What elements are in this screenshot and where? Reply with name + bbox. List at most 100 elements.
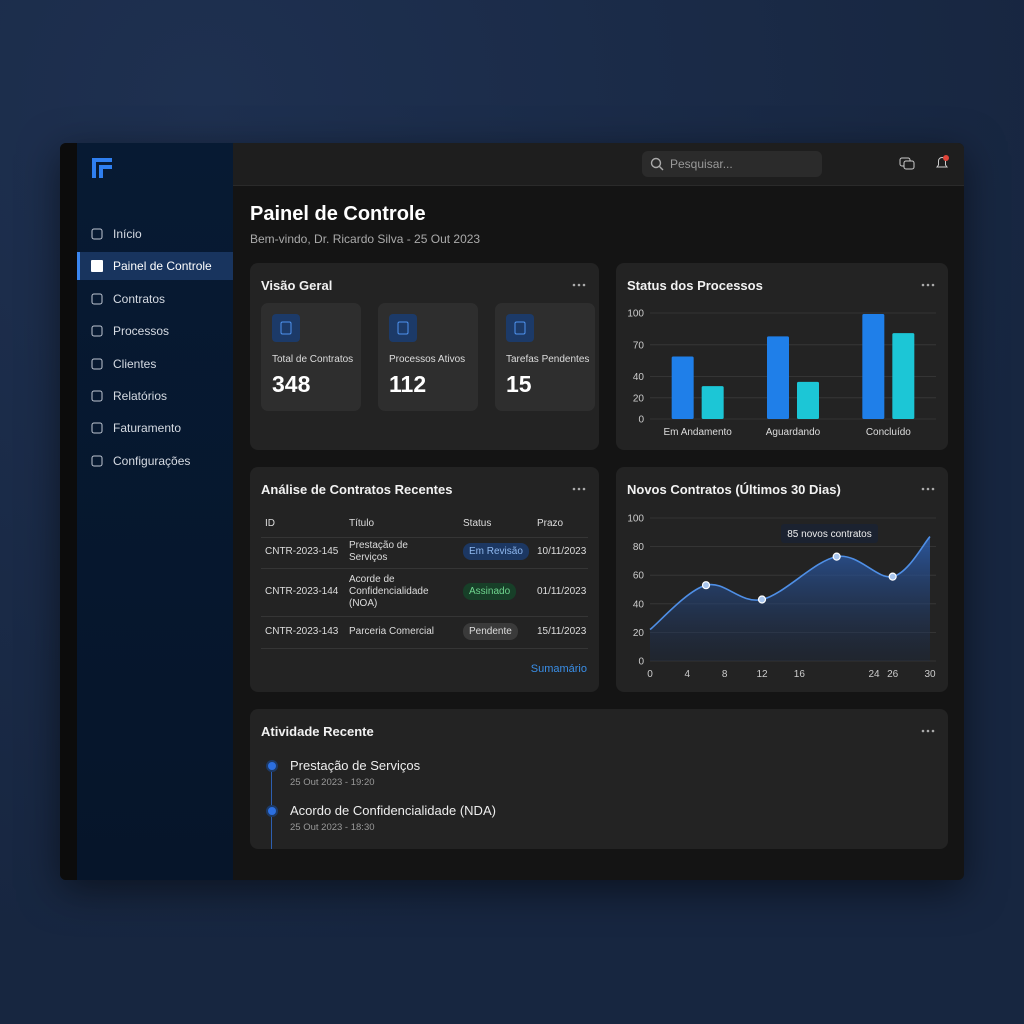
stat-card: Tarefas Pendentes 15 [495, 303, 595, 411]
more-menu[interactable] [921, 729, 935, 733]
logo [92, 158, 112, 178]
dot [921, 283, 925, 287]
bar [892, 333, 915, 419]
table-cell: 01/11/2023 [537, 586, 587, 597]
row-separator [261, 568, 588, 569]
activity-time: 25 Out 2023 - 19:20 [290, 777, 375, 788]
dot [926, 487, 930, 491]
table-cell: CNTR-2023-145 [265, 546, 339, 557]
panel-title: Visão Geral [261, 278, 333, 293]
tooltip-box [781, 524, 878, 543]
activity-title: Prestação de Serviços [290, 758, 421, 773]
nav-icon [91, 325, 103, 337]
row-separator [261, 648, 588, 649]
page-title: Painel de Controle [250, 203, 426, 225]
table-cell: Prestação de Serviços [349, 540, 408, 563]
nav-label: Contratos [113, 291, 166, 306]
more-menu[interactable] [921, 283, 935, 287]
column-header: Prazo [537, 518, 564, 529]
panel-title: Análise de Contratos Recentes [261, 482, 453, 497]
dot [582, 283, 586, 287]
nav-item[interactable]: Faturamento [77, 414, 233, 442]
icon-shape [280, 321, 292, 335]
y-tick-label: 80 [633, 542, 645, 553]
overview-panel: Visão Geral Total de Contratos 348 Process… [250, 263, 599, 450]
y-tick-label: 70 [633, 340, 645, 351]
nav-icon [91, 390, 103, 402]
nav-item[interactable]: Início [77, 220, 233, 248]
chat-icon[interactable] [899, 156, 915, 172]
new-contracts-panel: Novos Contratos (Últimos 30 Dias) 0 20 40 6… [616, 467, 948, 692]
table-cell: CNTR-2023-143 [265, 626, 339, 637]
nav-item[interactable]: Painel de Controle [77, 252, 233, 281]
icon-shape [91, 325, 103, 337]
y-tick-label: 40 [633, 599, 645, 610]
icon-shape [91, 390, 103, 402]
status-badge: Assinado [463, 583, 517, 600]
dot [266, 805, 278, 817]
x-tick-label: Aguardando [766, 427, 821, 438]
summary-link[interactable]: Sumamário [530, 663, 587, 675]
dot [577, 283, 581, 287]
status-badge: Em Revisão [463, 543, 529, 560]
point [888, 572, 897, 581]
bar-chart: 0 20 40 70 100 Em Andamento Aguardando Concluíd… [627, 309, 936, 438]
status-panel: Status dos Processos 0 20 40 70 100 Em Andame… [616, 263, 948, 450]
tooltip-text: 85 novos contratos [787, 529, 872, 540]
window-edge [60, 143, 77, 880]
y-tick-label: 100 [627, 514, 644, 525]
icon-shape [91, 358, 103, 370]
card-icon [506, 314, 534, 342]
point [701, 581, 711, 590]
icon-shape [514, 321, 526, 335]
more-menu[interactable] [921, 487, 935, 491]
activity-title: Acordo de Confidencialidade (NDA) [290, 803, 496, 818]
search-placeholder: Pesquisar... [670, 157, 733, 171]
x-tick-label: 8 [722, 669, 728, 680]
table-cell: Parceria Comercial [349, 626, 435, 637]
nav-item[interactable]: Relatórios [77, 382, 233, 410]
panel-title: Status dos Processos [627, 278, 763, 293]
dot [577, 487, 581, 491]
area [650, 536, 930, 661]
dot [931, 283, 935, 287]
more-menu[interactable] [572, 487, 586, 491]
stat-card: Total de Contratos 348 [261, 303, 361, 411]
dot [921, 487, 925, 491]
activity-time: 25 Out 2023 - 18:30 [290, 822, 375, 833]
icon [514, 321, 526, 335]
nav-icon [91, 358, 103, 370]
point [757, 595, 767, 604]
bar [797, 381, 819, 419]
icon-shape [397, 321, 409, 335]
y-tick-label: 100 [627, 309, 644, 320]
search-box[interactable]: Pesquisar... [642, 151, 822, 177]
nav-label: Configurações [113, 453, 191, 468]
icon-shape [91, 293, 103, 305]
y-tick-label: 0 [638, 415, 644, 426]
nav-item[interactable]: Configurações [77, 447, 233, 475]
icon [397, 321, 409, 335]
dot [926, 729, 930, 733]
nav-item[interactable]: Processos [77, 317, 233, 345]
card-icon [389, 314, 417, 342]
row-separator [261, 616, 588, 617]
timeline-dot [266, 805, 278, 817]
icon-shape [91, 260, 103, 273]
nav-icon [91, 260, 103, 273]
nav-item[interactable]: Clientes [77, 350, 233, 378]
nav-icon [91, 293, 103, 305]
dot [931, 729, 935, 733]
nav-label: Painel de Controle [113, 259, 212, 274]
y-tick-label: 0 [638, 657, 644, 668]
dot [572, 283, 576, 287]
nav-label: Início [113, 227, 142, 241]
nav-item[interactable]: Contratos [77, 285, 233, 313]
table-cell: Acorde de Confidencialidade (NOA) [349, 574, 429, 609]
y-tick-label: 20 [633, 393, 645, 404]
dot [266, 760, 278, 772]
notification-icon[interactable] [933, 154, 951, 172]
more-menu[interactable] [572, 283, 586, 287]
x-tick-label: 16 [794, 669, 806, 680]
